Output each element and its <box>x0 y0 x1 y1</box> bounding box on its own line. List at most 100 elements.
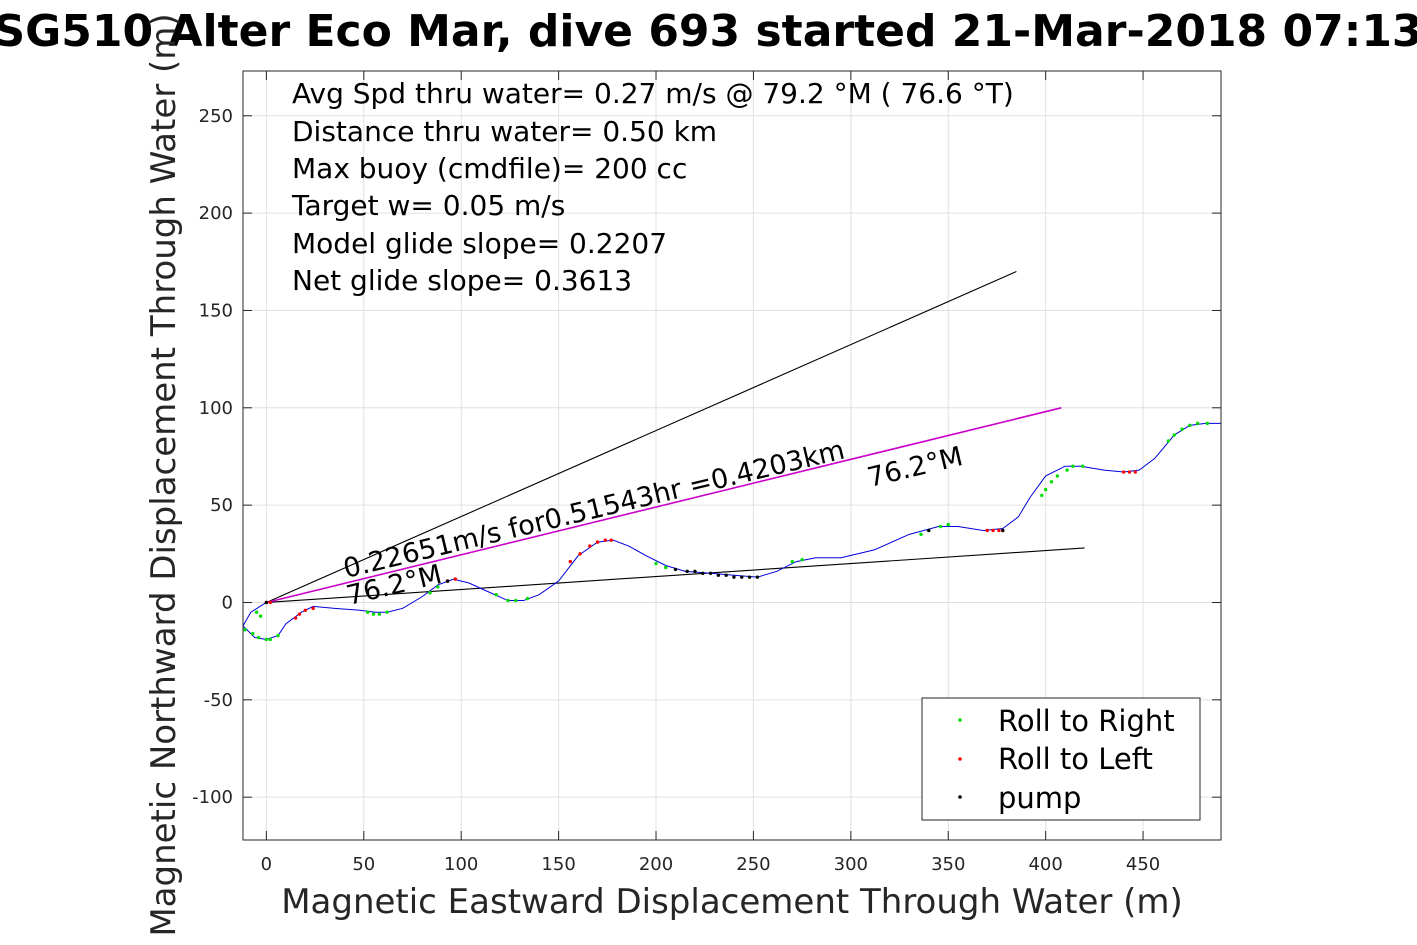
x-tick-label: 100 <box>444 854 478 875</box>
x-axis-label: Magnetic Eastward Displacement Through W… <box>281 882 1183 922</box>
marker-roll-to-right <box>1188 423 1192 428</box>
marker-roll-to-right <box>919 532 923 537</box>
marker-roll-to-right <box>428 591 432 595</box>
marker-roll-to-left <box>297 612 302 616</box>
marker-roll-to-left <box>1133 470 1137 474</box>
marker-pump <box>740 575 744 579</box>
marker-roll-to-left <box>1121 470 1126 474</box>
y-tick-labels: -100 -50 0 50 100 150 200 250 <box>192 106 233 808</box>
x-tick-label: 300 <box>834 854 868 875</box>
marker-pump <box>1001 528 1005 533</box>
marker-roll-to-left <box>311 606 315 611</box>
legend-label-roll-left: Roll to Left <box>998 742 1153 776</box>
marker-pump <box>445 579 450 583</box>
reference-lines <box>266 271 1085 604</box>
marker-roll-to-right <box>1205 421 1210 426</box>
marker-roll-to-right <box>365 610 370 614</box>
marker-roll-to-right <box>1166 439 1171 443</box>
marker-roll-to-left <box>603 538 608 542</box>
marker-roll-to-right <box>436 585 440 589</box>
y-tick-label: 200 <box>199 203 233 224</box>
marker-roll-to-left <box>609 538 613 542</box>
marker-roll-to-right <box>946 522 950 527</box>
marker-pump <box>685 569 689 574</box>
info-line-distance: Distance thru water= 0.50 km <box>292 115 717 148</box>
marker-roll-to-right <box>1043 487 1048 492</box>
y-tick-label: 100 <box>199 398 233 419</box>
reference-line <box>266 407 1062 604</box>
y-tick-label: 150 <box>199 300 233 321</box>
info-line-target-w: Target w= 0.05 m/s <box>291 189 565 222</box>
marker-roll-to-right <box>1180 427 1184 431</box>
roll-markers <box>243 421 1210 642</box>
legend-label-pump: pump <box>998 781 1081 815</box>
marker-roll-to-right <box>1040 493 1044 498</box>
marker-roll-to-right <box>1071 464 1075 468</box>
marker-roll-to-right <box>264 637 269 642</box>
marker-roll-to-right <box>664 565 668 570</box>
x-tick-label: 350 <box>931 854 965 875</box>
info-box: Avg Spd thru water= 0.27 m/s @ 79.2 °M (… <box>291 77 1014 297</box>
marker-pump <box>708 571 713 575</box>
marker-roll-to-right <box>1049 480 1054 484</box>
marker-roll-to-right <box>938 524 943 529</box>
marker-pump <box>701 571 705 575</box>
marker-roll-to-left <box>303 608 308 612</box>
marker-roll-to-right <box>514 598 518 603</box>
marker-pump <box>264 600 269 605</box>
marker-roll-to-left <box>1127 470 1132 474</box>
marker-roll-to-left <box>595 540 600 544</box>
y-tick-label: 50 <box>210 495 233 516</box>
reference-line <box>266 547 1085 604</box>
axes-frame <box>242 70 1222 841</box>
track-line <box>243 422 1221 640</box>
y-tick-label: -50 <box>204 690 233 711</box>
legend-label-roll-right: Roll to Right <box>998 704 1175 738</box>
marker-pump <box>732 575 736 579</box>
marker-roll-to-right <box>654 561 658 566</box>
marker-roll-to-right <box>256 635 261 640</box>
y-tick-label: -100 <box>192 787 233 808</box>
marker-roll-to-right <box>385 610 389 614</box>
y-tick-label: 0 <box>222 592 233 613</box>
marker-roll-to-left <box>997 528 1001 533</box>
marker-roll-to-left <box>568 559 572 564</box>
marker-roll-to-right <box>268 637 272 642</box>
marker-roll-to-right <box>1065 468 1069 472</box>
marker-roll-to-right <box>790 559 795 564</box>
legend: Roll to Right Roll to Left pump <box>921 697 1201 821</box>
marker-roll-to-right <box>371 612 376 616</box>
marker-roll-to-left <box>293 616 298 620</box>
legend-marker-roll-left <box>958 757 962 761</box>
marker-pump <box>716 573 721 577</box>
y-tick-label: 250 <box>199 106 233 127</box>
marker-roll-to-left <box>588 544 592 548</box>
marker-pump <box>755 575 760 579</box>
x-tick-label: 50 <box>352 854 375 875</box>
marker-pump <box>693 569 697 574</box>
x-tick-label: 200 <box>639 854 673 875</box>
x-tick-label: 450 <box>1126 854 1160 875</box>
marker-pump <box>927 528 931 533</box>
info-line-max-buoy: Max buoy (cmdfile)= 200 cc <box>292 152 687 185</box>
legend-box <box>921 697 1201 821</box>
legend-marker-roll-right <box>958 718 962 722</box>
x-tick-label: 400 <box>1028 854 1062 875</box>
chart-title: SG510 Alter Eco Mar, dive 693 started 21… <box>0 6 1417 57</box>
marker-roll-to-right <box>254 610 259 614</box>
info-line-avg-speed: Avg Spd thru water= 0.27 m/s @ 79.2 °M (… <box>292 77 1014 110</box>
info-line-model-slope: Model glide slope= 0.2207 <box>292 227 667 260</box>
legend-marker-pump <box>958 795 962 799</box>
marker-roll-to-left <box>578 552 582 556</box>
marker-roll-to-right <box>1080 464 1085 468</box>
marker-roll-to-left <box>985 528 989 533</box>
marker-roll-to-left <box>991 528 995 533</box>
marker-roll-to-right <box>1195 421 1200 426</box>
marker-roll-to-left <box>268 600 272 605</box>
marker-roll-to-right <box>251 631 255 636</box>
marker-roll-to-right <box>1055 474 1060 478</box>
marker-roll-to-right <box>258 614 263 618</box>
marker-roll-to-right <box>377 612 382 616</box>
marker-roll-to-right <box>1172 433 1176 437</box>
x-tick-label: 250 <box>736 854 770 875</box>
